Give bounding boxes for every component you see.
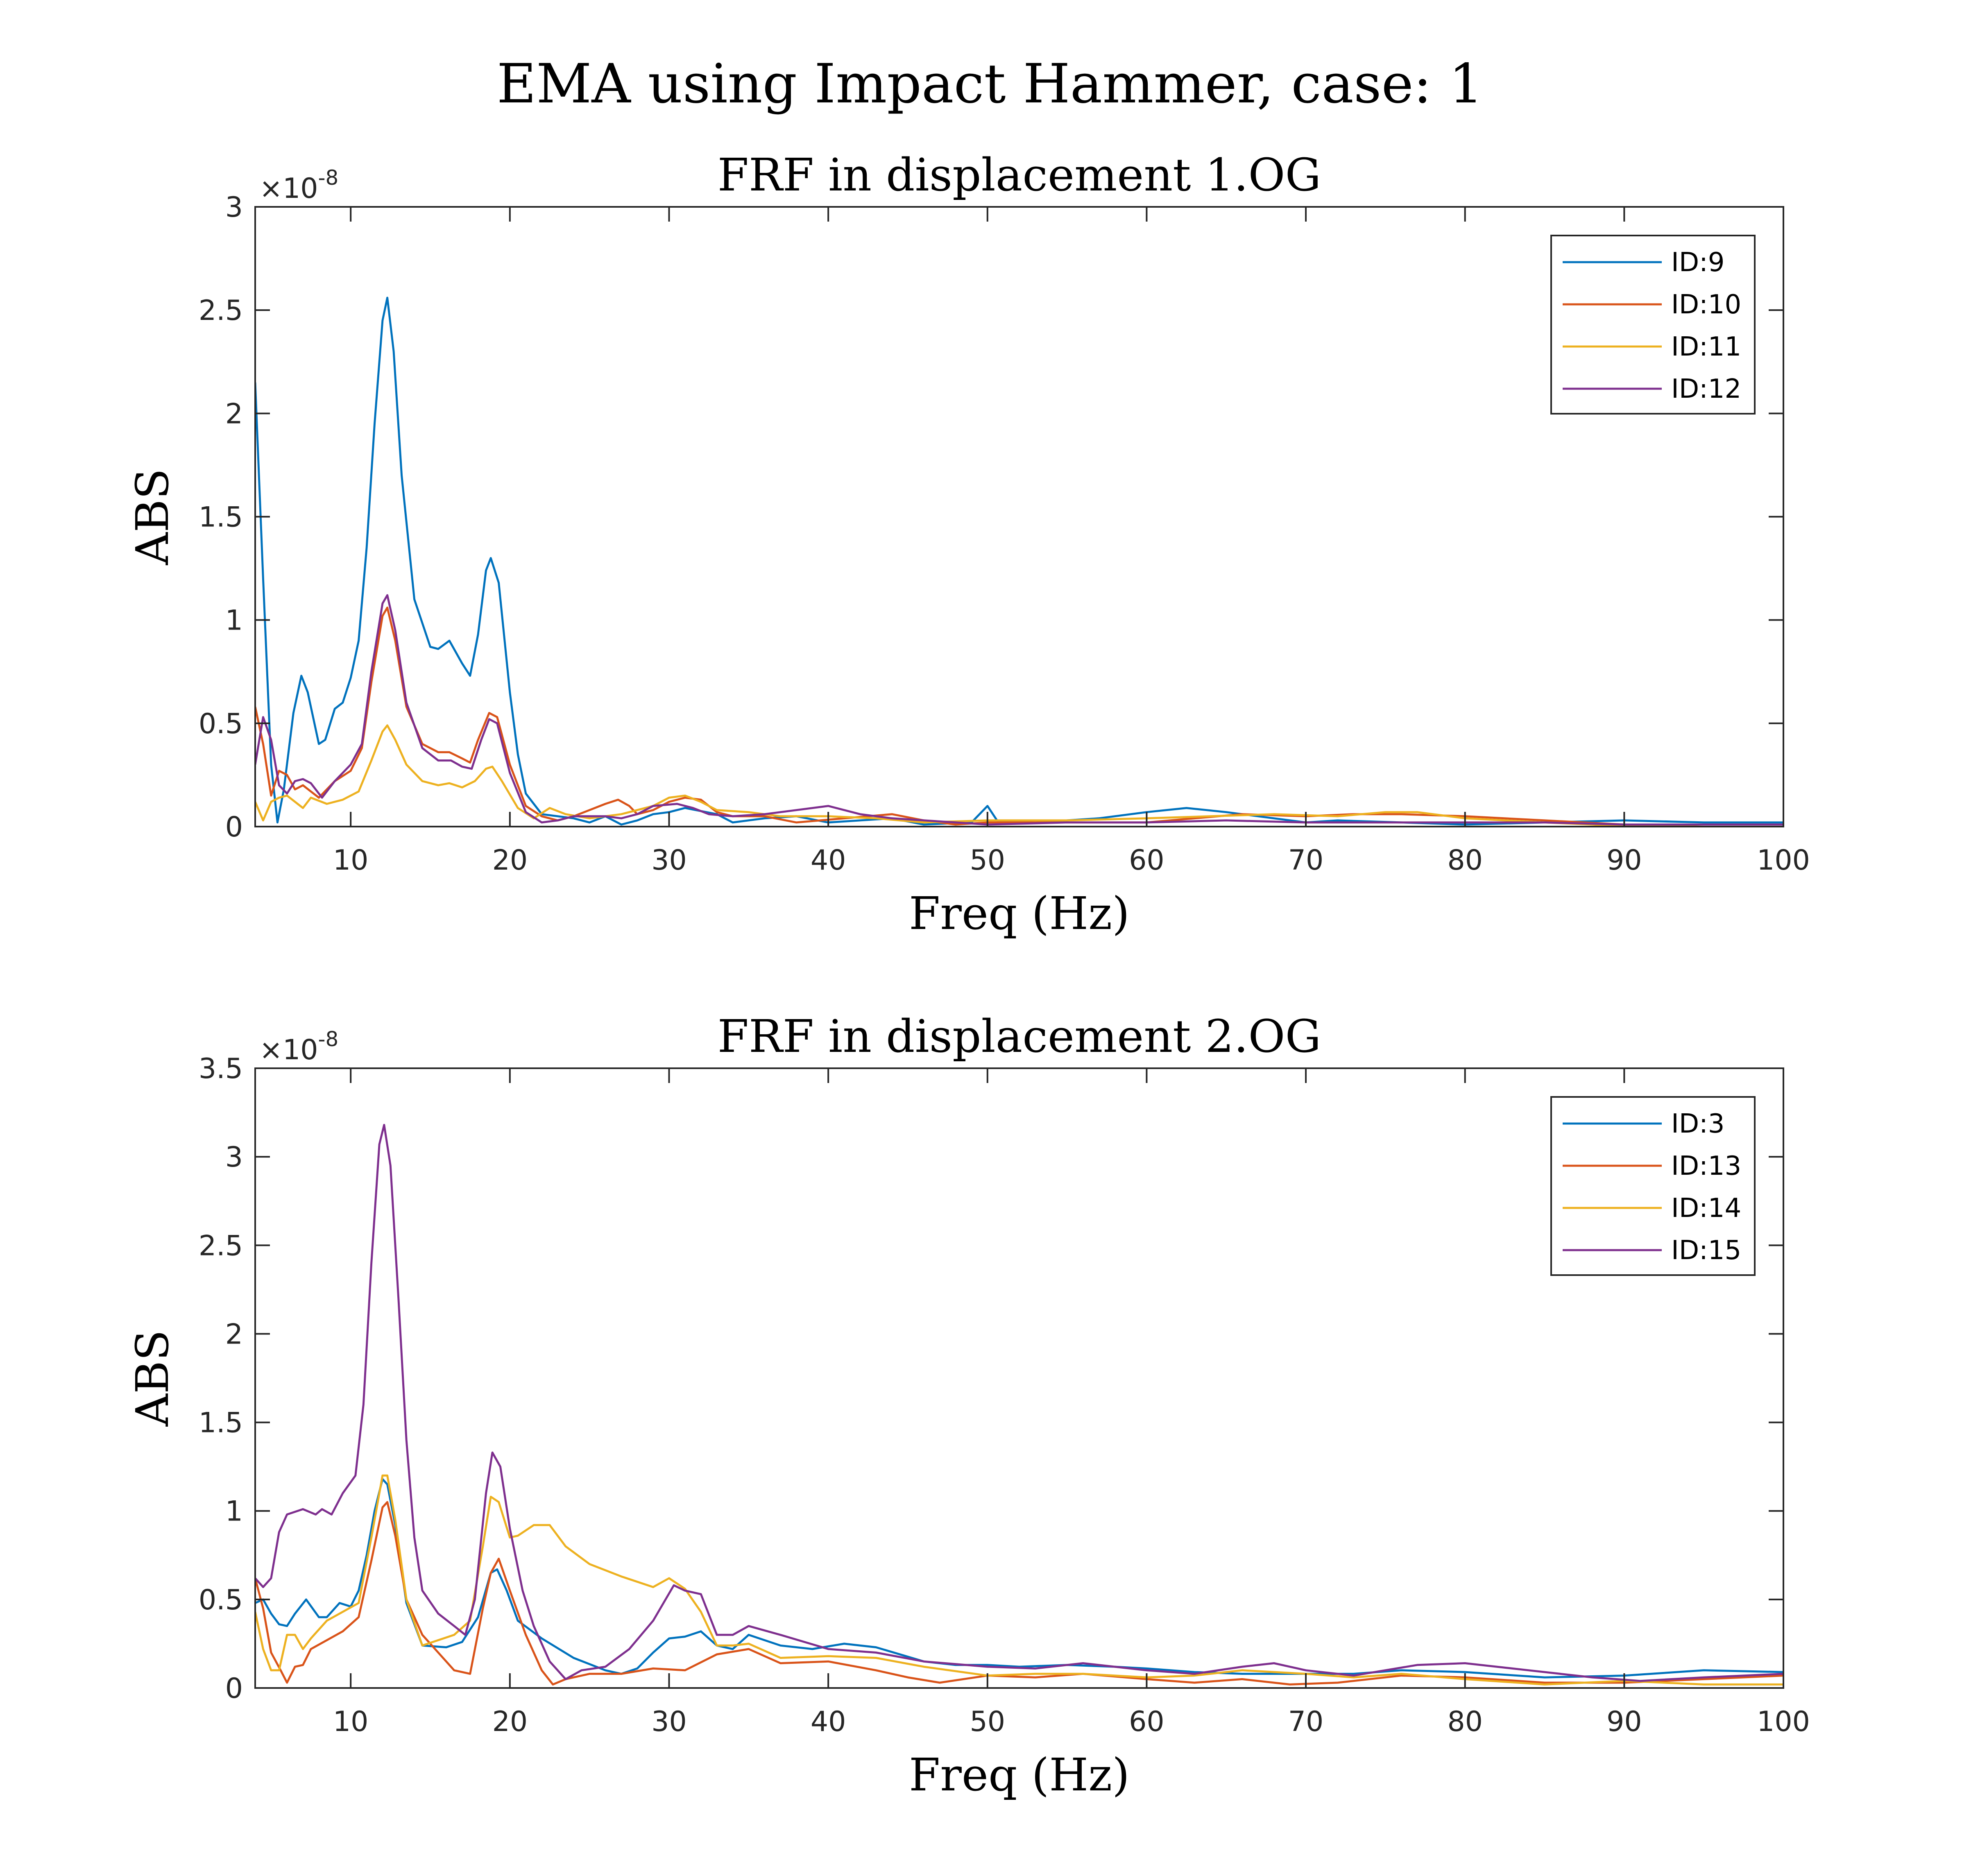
x-tick-label: 30 (651, 1706, 687, 1738)
y-tick-label: 2 (225, 398, 243, 430)
x-tick-label: 20 (492, 1706, 528, 1738)
plot-area (255, 207, 1783, 827)
legend-entry: ID:3 (1671, 1109, 1724, 1139)
x-tick-label: 50 (970, 1706, 1006, 1738)
axes-box (254, 1067, 1784, 1689)
x-tick-label: 100 (1757, 1706, 1810, 1738)
x-tick-label: 60 (1129, 844, 1165, 877)
x-axis-label: Freq (Hz) (909, 1749, 1130, 1801)
x-tick-label: 90 (1606, 1706, 1642, 1738)
y-tick-label: 0 (225, 1672, 243, 1705)
series-line-id-13 (255, 1501, 1783, 1686)
series-line-id-14 (255, 1474, 1783, 1686)
y-tick-label: 1 (225, 605, 243, 637)
legend-entry: ID:9 (1671, 247, 1724, 278)
y-tick-label: 3 (225, 191, 243, 224)
x-tick-label: 10 (333, 844, 369, 877)
y-tick-label: 1 (225, 1495, 243, 1528)
series-line-id-15 (255, 1124, 1783, 1682)
x-tick-label: 50 (970, 844, 1006, 877)
series-line-id-11 (255, 724, 1783, 827)
x-tick-label: 80 (1447, 844, 1483, 877)
x-tick-label: 30 (651, 844, 687, 877)
legend-entry: ID:11 (1671, 332, 1741, 362)
y-tick-label: 0 (225, 811, 243, 843)
legend-entry: ID:12 (1671, 374, 1741, 404)
chart-panel-2: 10 20 30 40 50 60 70 80 90 10000.511.522.533.5×10… (126, 1010, 1810, 1801)
legend: ID:9 ID:10 ID:11 ID:12 (1550, 235, 1756, 415)
y-exponent: -8 (318, 166, 339, 190)
figure-title: EMA using Impact Hammer, case: 1 (497, 52, 1483, 116)
x-axis-label: Freq (Hz) (909, 887, 1130, 940)
series-line-id-9 (255, 297, 1783, 826)
y-tick-label: 2.5 (199, 1230, 243, 1262)
y-tick-label: 2 (225, 1318, 243, 1350)
y-axis-label: ABS (126, 469, 179, 566)
x-tick-label: 90 (1606, 844, 1642, 877)
legend-entry: ID:14 (1671, 1193, 1741, 1223)
legend-entry: ID:15 (1671, 1235, 1741, 1266)
x-tick-label: 80 (1447, 1706, 1483, 1738)
legend-entry: ID:10 (1671, 290, 1741, 320)
y-tick-label: 2.5 (199, 295, 243, 327)
y-tick-label: 3.5 (199, 1053, 243, 1085)
y-tick-label: 3 (225, 1141, 243, 1174)
axes-title: FRF in displacement 2.OG (718, 1010, 1321, 1063)
x-tick-label: 70 (1288, 844, 1324, 877)
y-tick-label: 0.5 (199, 708, 243, 740)
x-tick-label: 70 (1288, 1706, 1324, 1738)
legend: ID:3 ID:13 ID:14 ID:15 (1550, 1096, 1756, 1276)
legend-box (1550, 1096, 1756, 1276)
y-axis-label: ABS (126, 1330, 179, 1427)
series-line-id-12 (255, 594, 1783, 826)
axes-title: FRF in displacement 1.OG (718, 149, 1321, 201)
legend-entry: ID:13 (1671, 1151, 1741, 1181)
plot-area (255, 1068, 1783, 1688)
x-tick-label: 60 (1129, 1706, 1165, 1738)
x-tick-label: 10 (333, 1706, 369, 1738)
y-tick-label: 0.5 (199, 1584, 243, 1616)
legend-box (1550, 235, 1756, 415)
y-tick-label: 1.5 (199, 1407, 243, 1439)
x-tick-label: 40 (811, 844, 846, 877)
x-tick-label: 40 (811, 1706, 846, 1738)
x-tick-label: 100 (1757, 844, 1810, 877)
x-tick-label: 20 (492, 844, 528, 877)
y-tick-label: 1.5 (199, 501, 243, 534)
y-exponent: -8 (318, 1027, 339, 1051)
